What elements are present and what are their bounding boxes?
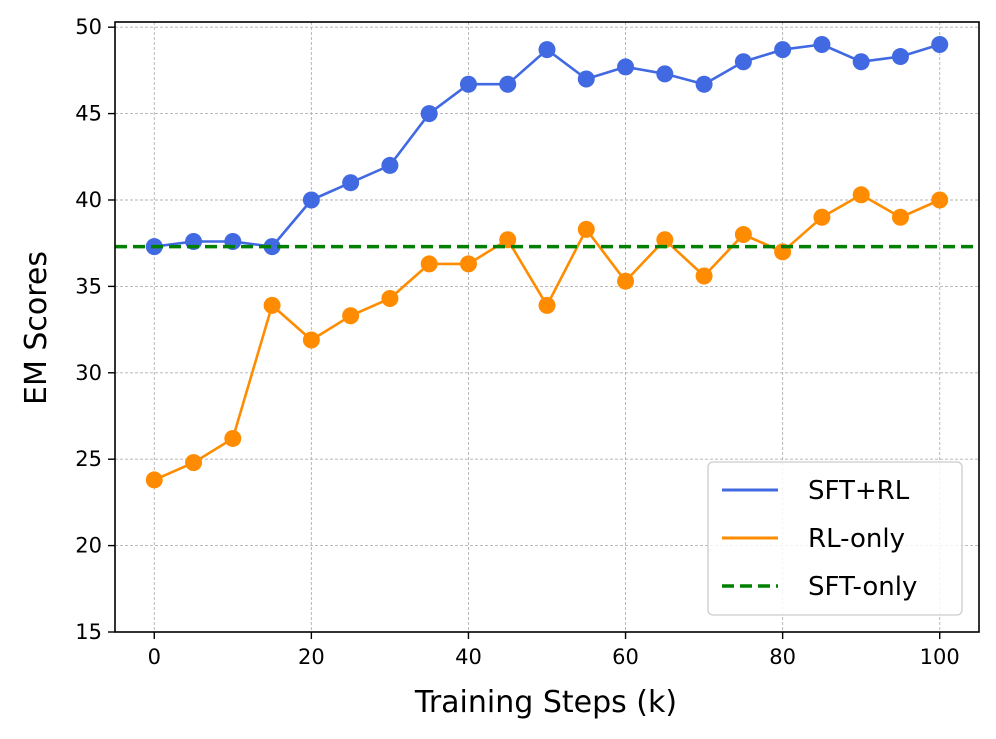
data-point-sft-rl: [263, 238, 281, 256]
x-tick-label: 60: [612, 645, 639, 669]
data-point-sft-rl: [499, 75, 517, 93]
data-point-rl-only: [499, 231, 517, 249]
data-point-sft-rl: [459, 75, 477, 93]
x-tick-label: 80: [769, 645, 796, 669]
data-point-rl-only: [224, 429, 242, 447]
data-point-rl-only: [538, 296, 556, 314]
data-point-rl-only: [734, 226, 752, 244]
data-point-sft-rl: [381, 156, 399, 174]
data-point-rl-only: [617, 272, 635, 290]
x-tick-label: 0: [148, 645, 161, 669]
data-point-sft-rl: [774, 41, 792, 59]
y-tick-label: 45: [75, 102, 102, 126]
x-tick-label: 100: [920, 645, 960, 669]
legend: SFT+RL RL-only SFT-only: [707, 461, 963, 616]
legend-label-rl-only: RL-only: [808, 524, 905, 554]
data-point-rl-only: [656, 231, 674, 249]
data-point-sft-rl: [617, 58, 635, 76]
data-point-sft-rl: [931, 35, 949, 53]
axis-ticks: 0 20 40 60 80 100 15 20 25 30 35 40 45 50: [75, 15, 960, 669]
data-point-rl-only: [852, 186, 870, 204]
data-point-rl-only: [459, 255, 477, 273]
data-point-rl-only: [577, 220, 595, 238]
data-point-sft-rl: [734, 53, 752, 71]
data-point-rl-only: [302, 331, 320, 349]
y-tick-label: 30: [75, 361, 102, 385]
x-tick-label: 20: [298, 645, 325, 669]
data-point-rl-only: [695, 267, 713, 285]
y-tick-label: 40: [75, 188, 102, 212]
data-point-rl-only: [931, 191, 949, 209]
y-tick-label: 25: [75, 447, 102, 471]
y-axis-title: EM Scores: [19, 251, 54, 405]
data-point-sft-rl: [302, 191, 320, 209]
data-point-rl-only: [263, 296, 281, 314]
y-tick-label: 35: [75, 274, 102, 298]
x-tick-label: 40: [455, 645, 482, 669]
data-point-rl-only: [813, 208, 831, 226]
data-point-sft-rl: [813, 35, 831, 53]
legend-frame: [707, 461, 963, 616]
plot-frame: [114, 21, 980, 633]
series-layer: [115, 35, 979, 489]
data-point-sft-rl: [538, 41, 556, 59]
data-point-rl-only: [420, 255, 438, 273]
data-point-rl-only: [891, 208, 909, 226]
data-point-rl-only: [145, 471, 163, 489]
data-point-sft-rl: [577, 70, 595, 88]
legend-label-sft-only: SFT-only: [808, 572, 917, 602]
series-line-rl-only: [153, 193, 941, 482]
data-point-rl-only: [342, 307, 360, 325]
y-tick-label: 15: [75, 620, 102, 644]
data-point-sft-rl: [656, 65, 674, 83]
y-tick-label: 50: [75, 15, 102, 39]
data-point-sft-rl: [420, 105, 438, 123]
data-point-sft-rl: [695, 75, 713, 93]
data-point-sft-rl: [342, 174, 360, 192]
y-tick-label: 20: [75, 534, 102, 558]
x-axis-title: Training Steps (k): [414, 685, 677, 720]
data-point-sft-rl: [852, 53, 870, 71]
data-point-rl-only: [381, 289, 399, 307]
data-point-rl-only: [185, 454, 203, 472]
legend-label-sft-rl: SFT+RL: [808, 476, 910, 506]
data-point-sft-rl: [891, 48, 909, 66]
